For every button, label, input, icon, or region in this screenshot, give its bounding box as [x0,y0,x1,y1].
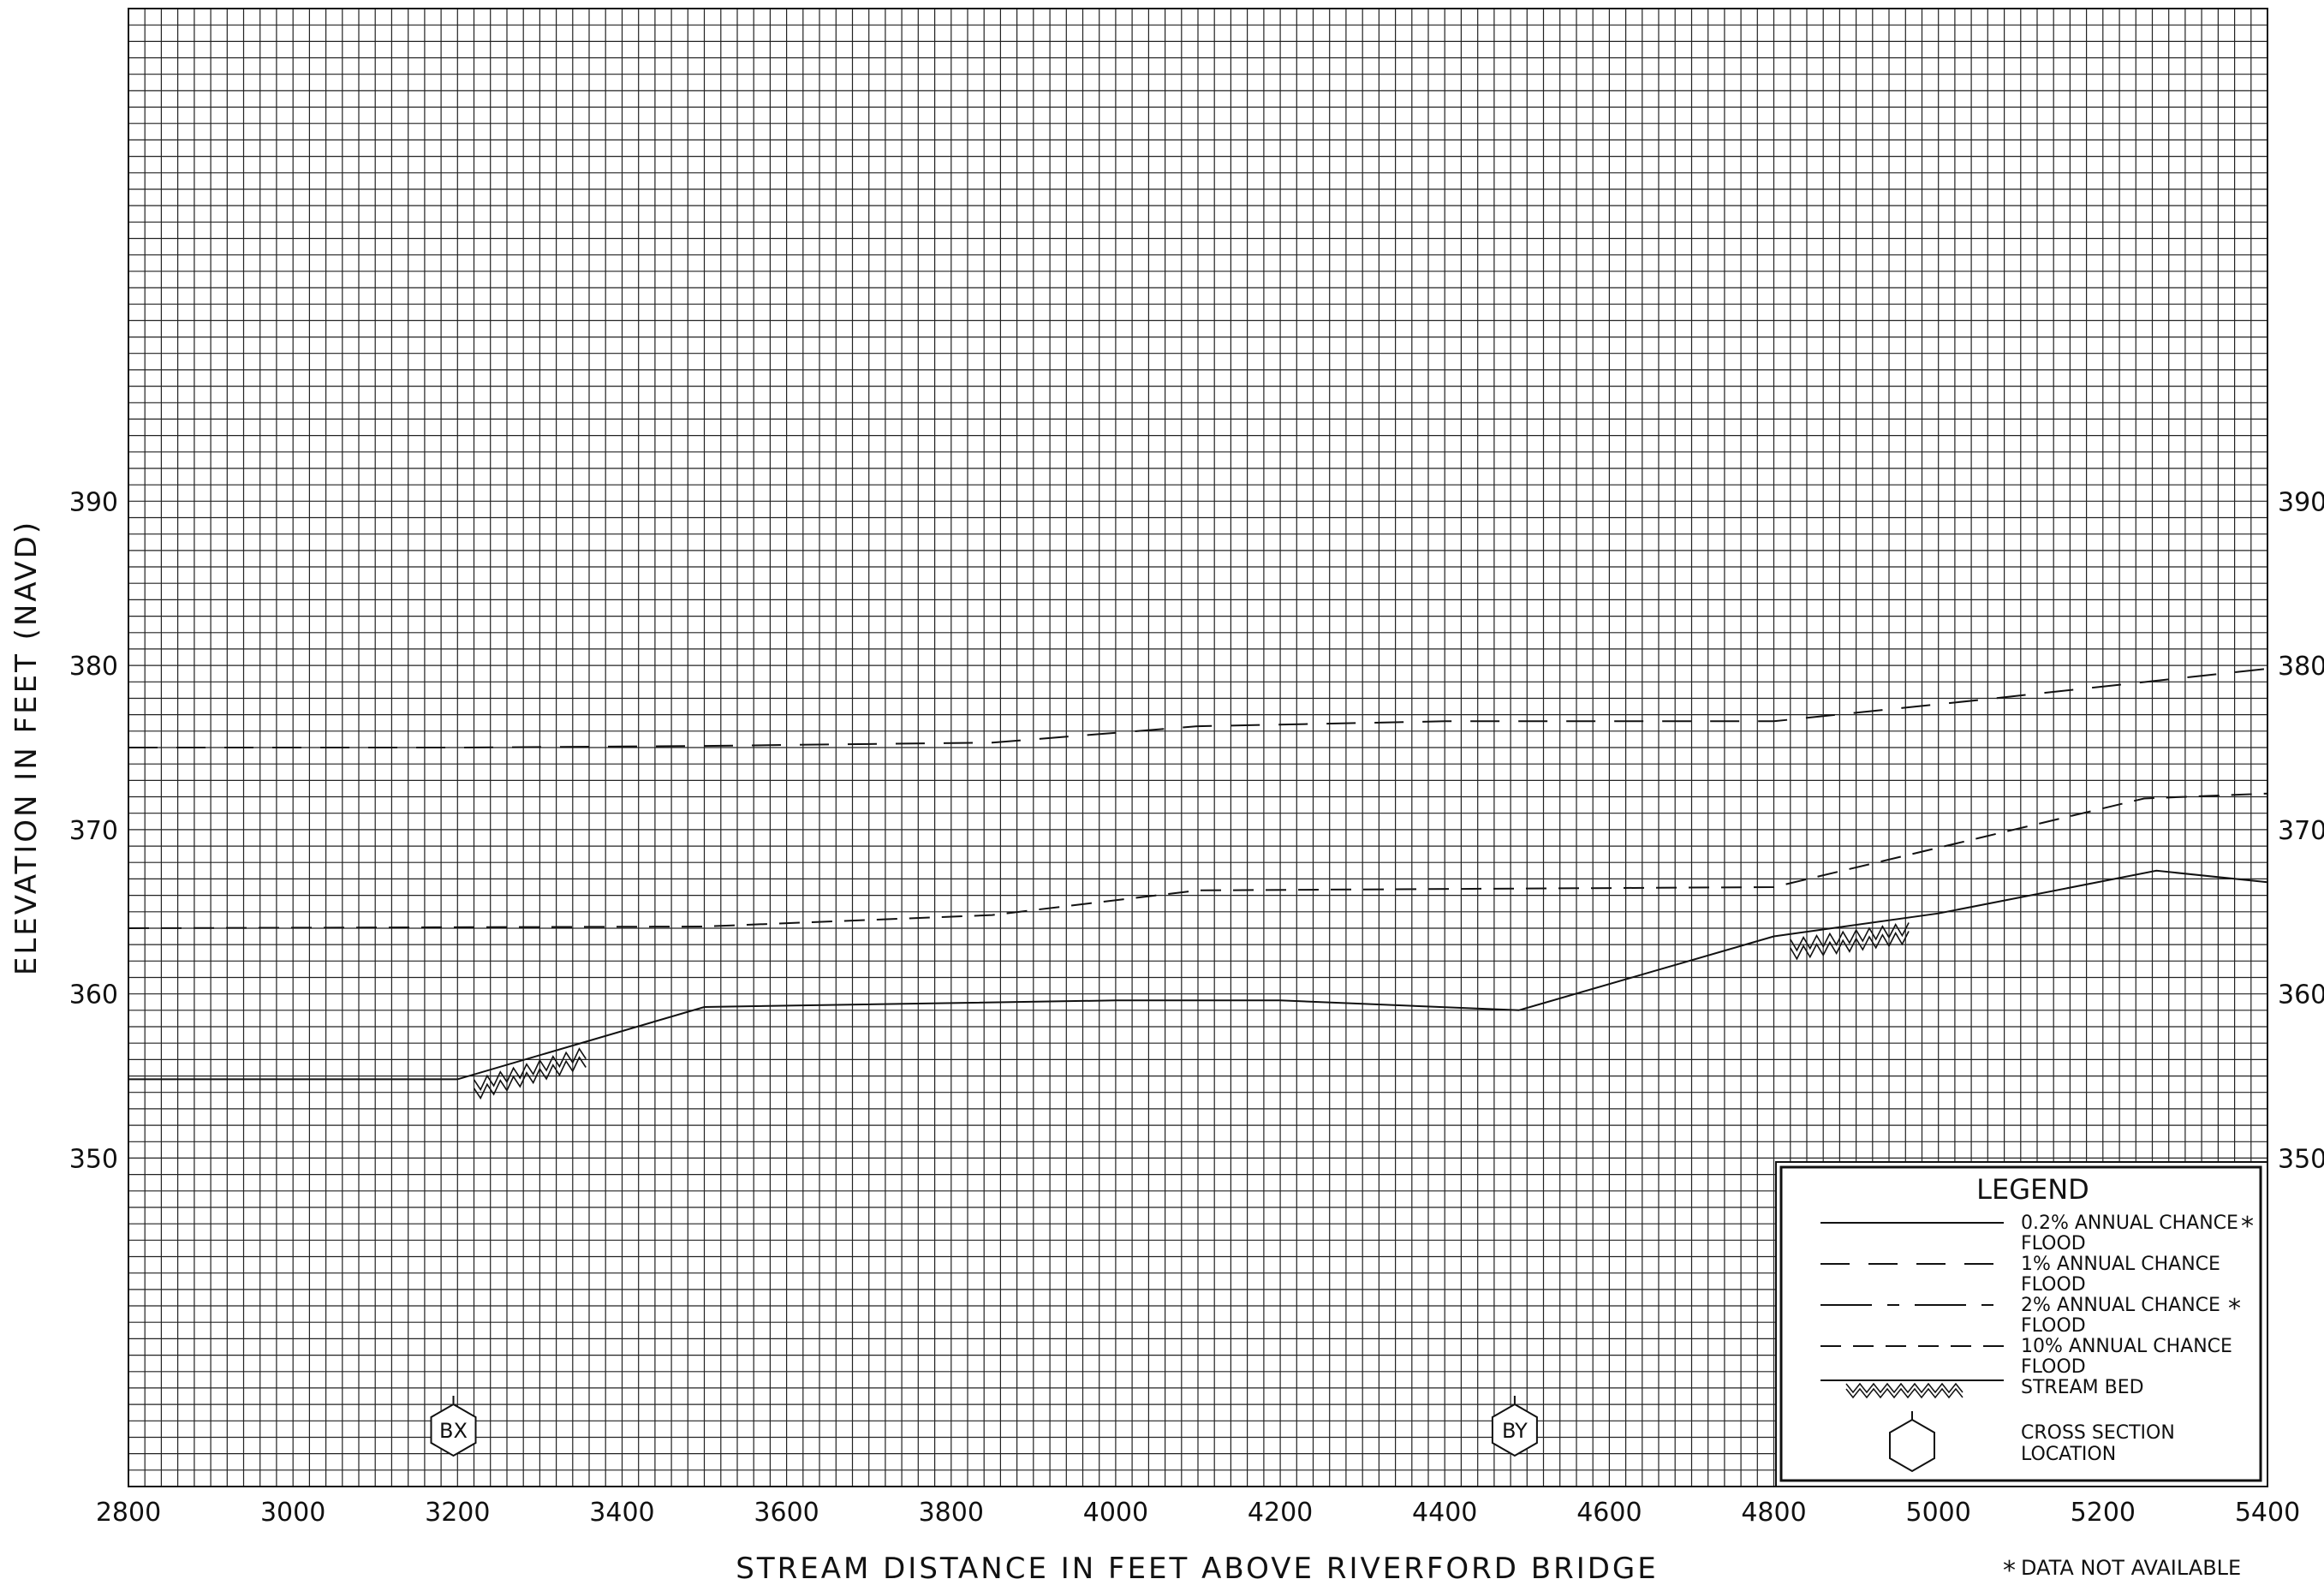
y-tick-label-left: 370 [69,816,118,846]
y-axis-label: ELEVATION IN FEET (NAVD) [9,520,44,975]
legend-item-label: FLOOD [2021,1315,2086,1337]
x-tick-label: 3200 [425,1498,490,1528]
stream-bed-hatch [1790,922,1910,961]
y-tick-label-right: 360 [2278,980,2324,1010]
x-tick-label: 5200 [2071,1498,2136,1528]
x-tick-label: 5400 [2235,1498,2300,1528]
footnote-text: DATA NOT AVAILABLE [2021,1556,2241,1580]
footnote-marker: * [2003,1556,2016,1585]
x-axis-label: STREAM DISTANCE IN FEET ABOVE RIVERFORD … [736,1552,1659,1585]
y-tick-label-right: 350 [2278,1144,2324,1174]
x-tick-label: 4800 [1741,1498,1806,1528]
stream-bed-hatches [473,922,1910,1100]
legend-star-marker: * [2228,1294,2241,1324]
y-axis-left-ticks: 350 360 370 380 390 [69,487,118,1174]
y-tick-label-left: 390 [69,487,118,517]
y-tick-label-left: 350 [69,1144,118,1174]
legend-box-inner [1779,1165,2262,1482]
legend-item-label: STREAM BED [2021,1377,2144,1398]
cross-section-hexagon-icon [1491,1403,1538,1457]
legend-item-label: FLOOD [2021,1356,2086,1378]
chart-series [128,667,2268,1081]
series-line [128,667,2268,748]
legend-item-label: 0.2% ANNUAL CHANCE [2021,1213,2238,1234]
x-tick-label: 3600 [754,1498,819,1528]
x-tick-label: 3800 [919,1498,984,1528]
x-tick-label: 2800 [96,1498,161,1528]
x-tick-label: 3000 [260,1498,325,1528]
legend-item-label: FLOOD [2021,1274,2086,1296]
y-axis-right-ticks: 350 360 370 380 390 [2278,487,2324,1174]
x-tick-label: 4600 [1576,1498,1642,1528]
legend-item-label: CROSS SECTION [2021,1422,2175,1444]
legend-hexagon-icon [1889,1418,1935,1473]
cross-section-hexagon-icon [430,1403,477,1457]
y-tick-label-left: 360 [69,980,118,1010]
x-tick-label: 4400 [1412,1498,1477,1528]
legend-item-label: 1% ANNUAL CHANCE [2021,1254,2220,1275]
series-line [128,792,2268,929]
x-tick-label: 3400 [589,1498,654,1528]
y-tick-label-left: 380 [69,652,118,682]
series-line [128,869,2268,1081]
legend-hatch-swatch [1845,1382,1963,1399]
stream-bed-hatch [473,1047,587,1100]
cross-section-label: BY [1502,1419,1528,1443]
x-tick-label: 4000 [1083,1498,1148,1528]
legend-item-label: 2% ANNUAL CHANCE [2021,1295,2220,1316]
x-axis-ticks: 2800 3000 3200 3400 3600 3800 4000 4200 4400 4600… [96,1498,2300,1528]
legend-item-label: 10% ANNUAL CHANCE [2021,1336,2232,1357]
legend-title: LEGEND [1976,1173,2089,1206]
x-tick-label: 4200 [1248,1498,1313,1528]
legend-star-marker: * [2241,1212,2254,1242]
cross-section-label: BX [439,1419,468,1443]
x-tick-label: 5000 [1906,1498,1971,1528]
legend-box [1775,1161,2268,1487]
y-tick-label-right: 390 [2278,487,2324,517]
y-tick-label-right: 370 [2278,816,2324,846]
y-tick-label-right: 380 [2278,652,2324,682]
legend-item-label: LOCATION [2021,1444,2116,1465]
footnote: * DATA NOT AVAILABLE [2003,1556,2241,1585]
legend-item-label: FLOOD [2021,1233,2086,1254]
cross-section-markers: BX BY [430,1396,1538,1457]
